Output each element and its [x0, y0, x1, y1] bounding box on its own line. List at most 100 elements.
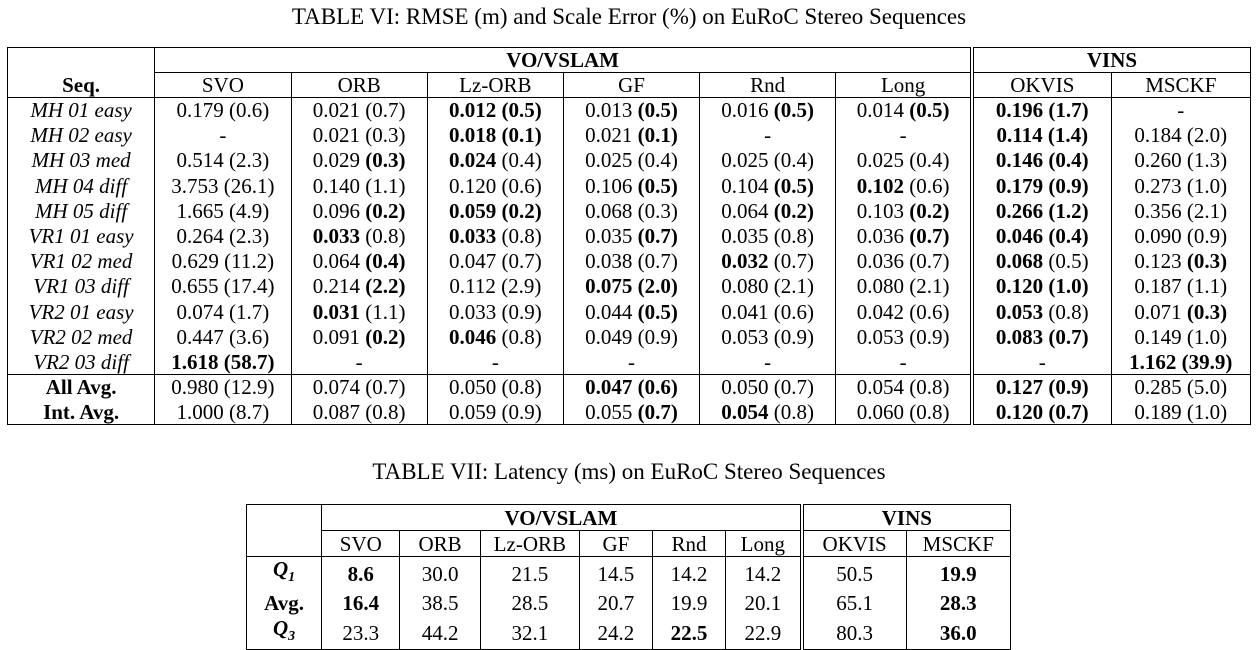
- rmse-value: 0.046: [448, 324, 497, 349]
- table-cell: 0.074 (0.7): [290, 374, 428, 400]
- latency-value: 32.1: [479, 616, 580, 650]
- table-cell: -: [1110, 97, 1251, 123]
- scale-error: (0.7): [637, 400, 678, 425]
- scale-error: (0.2): [773, 198, 815, 223]
- table-cell: 0.054 (0.8): [699, 399, 836, 425]
- scale-error: (2.2): [365, 274, 406, 299]
- scale-error: (0.4): [365, 249, 406, 274]
- column-header: Lz-ORB: [426, 72, 564, 98]
- summary-row: Int. Avg. 1.000 (8.7) 0.087 (0.8) 0.059 (0.…: [8, 399, 1251, 425]
- rmse-value: 0.047: [585, 375, 633, 400]
- latency-value: 28.3: [905, 590, 1011, 617]
- table-cell: 0.014 (0.5): [835, 97, 972, 123]
- sequence-name: MH 04 diff: [35, 173, 128, 198]
- table-row: MH 04 diff 3.753 (26.1) 0.140 (1.1) 0.120 (…: [8, 173, 1251, 199]
- rmse-value: -: [219, 123, 227, 148]
- table-cell: 0.050 (0.8): [426, 374, 564, 400]
- scale-error: (0.8): [365, 224, 406, 249]
- table-cell: 1.162 (39.9): [1110, 349, 1251, 375]
- column-header: Long: [835, 72, 972, 98]
- scale-error: (0.7): [637, 224, 678, 249]
- rmse-value: 0.179: [176, 98, 224, 123]
- rmse-value: 0.514: [176, 148, 224, 173]
- rmse-value: 0.447: [176, 324, 224, 349]
- table-cell: 0.025 (0.4): [699, 147, 836, 174]
- scale-error: (5.0): [1186, 375, 1228, 400]
- table-cell: 0.104 (0.5): [699, 173, 836, 199]
- scale-error: (0.8): [501, 324, 542, 349]
- rmse-value: 0.075: [585, 274, 633, 299]
- scale-error: (0.4): [909, 148, 950, 173]
- table-cell: 0.080 (2.1): [835, 273, 972, 299]
- scale-error: (39.9): [1181, 349, 1233, 374]
- table7-caption: TABLE VII: Latency (ms) on EuRoC Stereo …: [372, 459, 886, 484]
- row-label: Q3: [247, 616, 322, 650]
- table-cell: 1.618 (58.7): [154, 349, 292, 375]
- rmse-value: 0.074: [312, 375, 361, 400]
- table-cell: 0.106 (0.5): [562, 173, 700, 199]
- rmse-value: 0.264: [176, 224, 224, 249]
- sequence-name: VR2 02 med: [29, 324, 133, 349]
- rmse-value: 0.025: [585, 148, 633, 173]
- scale-error: (0.8): [909, 375, 950, 400]
- scale-error: (0.5): [637, 98, 678, 123]
- latency-value: 20.1: [724, 590, 802, 617]
- table-cell: 0.629 (11.2): [154, 248, 292, 274]
- scale-error: (0.8): [501, 375, 542, 400]
- rmse-value: 1.000: [176, 400, 224, 425]
- summary-row: All Avg. 0.980 (12.9) 0.074 (0.7) 0.050 (0.…: [7, 374, 1251, 400]
- scale-error: (0.7): [501, 249, 542, 274]
- scale-error: (2.1): [1186, 198, 1228, 223]
- column-header: ORB: [290, 72, 428, 98]
- scale-error: (26.1): [223, 173, 275, 198]
- rmse-value: 0.025: [721, 148, 769, 173]
- scale-error: (0.7): [1048, 324, 1089, 349]
- scale-error: (0.5): [637, 173, 678, 198]
- rmse-value: 0.036: [856, 224, 904, 249]
- sequence-name: MH 02 easy: [30, 123, 132, 148]
- rmse-value: 0.123: [1134, 249, 1182, 274]
- scale-error: (0.9): [773, 324, 815, 349]
- table-row: VR1 02 med 0.629 (11.2) 0.064 (0.4) 0.047 (…: [8, 248, 1251, 274]
- rmse-value: 3.753: [171, 173, 219, 198]
- scale-error: (0.8): [773, 400, 815, 425]
- table-cell: 0.032 (0.7): [699, 248, 836, 274]
- scale-error: (0.5): [773, 173, 815, 198]
- table-cell: 0.060 (0.8): [835, 399, 972, 425]
- latency-value: 38.5: [399, 590, 481, 617]
- table-cell: 3.753 (26.1): [154, 173, 292, 199]
- rmse-value: 0.059: [448, 400, 497, 425]
- sequence-name: VR2 01 easy: [28, 299, 134, 324]
- scale-error: (0.5): [909, 98, 950, 123]
- scale-error: (0.1): [637, 123, 678, 148]
- rmse-value: 0.053: [995, 299, 1044, 324]
- table-row: VR2 02 med 0.447 (3.6) 0.091 (0.2) 0.046 (0…: [8, 324, 1251, 350]
- rmse-value: 0.104: [721, 173, 769, 198]
- row-label-text: Q: [272, 557, 289, 581]
- table-cell: 0.266 (1.2): [969, 198, 1112, 224]
- scale-error: (0.8): [909, 400, 950, 425]
- rmse-value: 0.054: [721, 400, 769, 425]
- table-cell: 0.042 (0.6): [835, 299, 972, 325]
- rmse-value: 0.087: [312, 400, 361, 425]
- table-cell: 0.012 (0.5): [426, 97, 564, 123]
- rmse-value: 0.025: [856, 148, 904, 173]
- table-cell: 0.189 (1.0): [1110, 399, 1251, 425]
- rmse-value: 0.273: [1134, 173, 1182, 198]
- scale-error: (0.7): [365, 375, 406, 400]
- latency-value: 21.5: [479, 556, 580, 591]
- table-cell: 0.044 (0.5): [562, 299, 700, 325]
- column-header: SVO: [154, 72, 292, 98]
- scale-error: (0.6): [501, 173, 542, 198]
- rmse-value: 0.013: [585, 98, 633, 123]
- table-row: Avg. 16.4 38.5 28.5 20.7 19.9 20.1 65.1 28.3: [247, 590, 1011, 617]
- sequence-name: VR2 03 diff: [33, 349, 129, 374]
- rmse-value: 0.140: [312, 173, 361, 198]
- sequence-name: MH 01 easy: [30, 98, 132, 123]
- table-cell: 0.033 (0.8): [426, 223, 564, 249]
- rmse-value: 1.162: [1129, 349, 1177, 374]
- scale-error: (0.3): [1186, 249, 1228, 274]
- latency-value: 36.0: [905, 616, 1011, 650]
- rmse-value: 0.014: [856, 98, 904, 123]
- scale-error: (0.6): [773, 299, 815, 324]
